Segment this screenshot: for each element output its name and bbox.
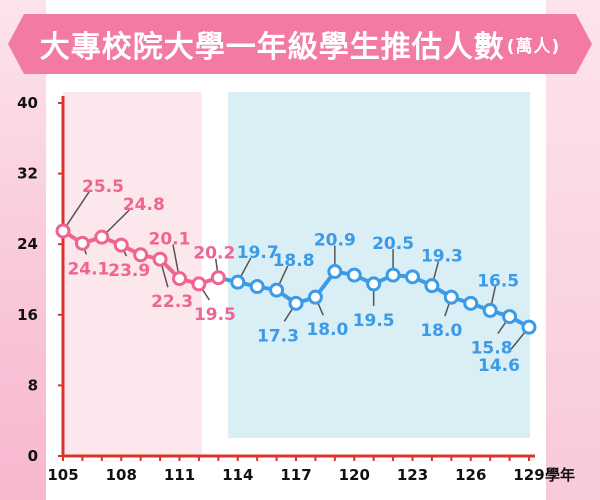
data-label: 19.5 <box>353 311 395 331</box>
data-label: 19.3 <box>421 247 463 267</box>
data-point-projected <box>502 309 518 325</box>
x-tick-label: 114 <box>222 466 253 484</box>
y-axis-ticks: 0 8 16 24 32 40 <box>17 94 63 465</box>
x-tick-label: 117 <box>280 466 311 484</box>
x-tick-label: 108 <box>106 466 137 484</box>
data-point-projected <box>424 278 440 294</box>
data-label-leader <box>62 191 90 232</box>
data-label: 15.8 <box>471 339 513 359</box>
data-point-projected <box>327 264 343 280</box>
y-tick-label: 0 <box>28 447 38 465</box>
series-points <box>55 223 537 335</box>
right-background-panel <box>546 0 600 500</box>
data-point-projected <box>249 279 265 295</box>
y-tick-label: 24 <box>17 235 38 253</box>
x-tick-label: 129 <box>513 466 544 484</box>
data-point-actual <box>210 270 226 286</box>
data-point-projected <box>482 302 498 318</box>
data-label: 17.3 <box>257 326 299 346</box>
data-point-actual <box>113 237 129 253</box>
x-axis-label: 學年 <box>545 466 575 484</box>
x-tick-label: 120 <box>339 466 370 484</box>
data-label: 16.5 <box>477 271 519 291</box>
data-label: 20.2 <box>193 244 235 264</box>
data-point-projected <box>288 295 304 311</box>
left-background-panel <box>0 0 46 500</box>
data-point-projected <box>443 289 459 305</box>
data-point-projected <box>385 267 401 283</box>
data-point-projected <box>307 289 323 305</box>
data-point-projected <box>346 267 362 283</box>
data-label: 24.1 <box>67 259 109 279</box>
data-labels: 25.5 24.1 24.8 23.922.3 20.1 19.5 20.2 19.718.8… <box>67 177 520 376</box>
series-line-projected <box>237 269 530 329</box>
data-label: 23.9 <box>108 261 150 281</box>
data-label: 19.5 <box>194 305 236 325</box>
data-point-projected <box>366 276 382 292</box>
data-point-projected <box>463 295 479 311</box>
data-point-actual <box>94 229 110 245</box>
chart-title-unit: (萬人) <box>506 36 561 57</box>
data-point-actual <box>133 247 149 263</box>
title-banner-shape <box>8 14 592 74</box>
data-label: 18.0 <box>420 321 462 341</box>
chart-title: 大專校院大學一年級學生推估人數 (萬人) <box>8 14 592 74</box>
y-tick-label: 8 <box>28 376 38 394</box>
data-point-projected <box>521 319 537 335</box>
data-point-actual <box>152 251 168 267</box>
data-point-actual <box>55 223 71 239</box>
data-label: 19.7 <box>237 243 279 263</box>
data-label: 22.3 <box>151 292 193 312</box>
data-point-actual <box>74 235 90 251</box>
data-label: 20.9 <box>314 231 356 251</box>
x-tick-label: 123 <box>397 466 428 484</box>
projected-period-region <box>228 92 530 438</box>
y-tick-label: 40 <box>17 94 38 112</box>
data-label: 14.6 <box>478 356 520 376</box>
data-point-actual <box>172 271 187 287</box>
data-point-actual <box>191 276 207 292</box>
data-label: 20.1 <box>149 230 191 250</box>
data-point-projected <box>269 282 285 298</box>
chart-title-main: 大專校院大學一年級學生推估人數 <box>39 30 505 65</box>
title-banner <box>8 14 592 74</box>
data-point-projected <box>405 269 420 285</box>
data-label: 20.5 <box>372 234 414 254</box>
y-tick-label: 32 <box>17 165 38 183</box>
data-point-projected <box>230 274 246 290</box>
x-axis-ticks: 105 108 111 114 117 120 123 126 129 <box>47 456 545 484</box>
data-label: 24.8 <box>123 195 165 215</box>
data-label: 25.5 <box>82 177 124 197</box>
y-tick-label: 16 <box>17 306 38 324</box>
data-label: 18.0 <box>306 320 348 340</box>
x-tick-label: 105 <box>47 466 78 484</box>
x-tick-label: 111 <box>164 466 195 484</box>
data-label: 18.8 <box>273 251 315 271</box>
x-tick-label: 126 <box>455 466 486 484</box>
